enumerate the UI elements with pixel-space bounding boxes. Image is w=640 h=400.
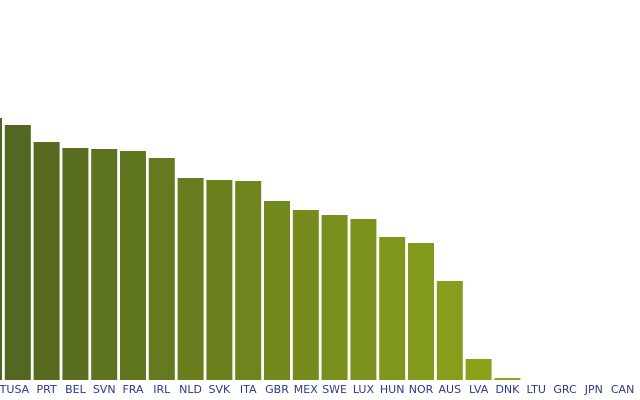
- x-tick-label: ITA: [240, 383, 257, 396]
- x-tick-label: IRL: [153, 383, 171, 396]
- bar: [321, 215, 348, 380]
- bar: [465, 359, 492, 380]
- x-tick-label: LUX: [353, 383, 375, 396]
- x-tick-label: FRA: [122, 383, 144, 396]
- x-tick-label: PRT: [36, 383, 56, 396]
- bar: [148, 158, 175, 380]
- bar: [177, 178, 204, 380]
- x-tick-label: MEX: [294, 383, 318, 396]
- bar: [494, 378, 521, 380]
- x-tick-label: SWE: [322, 383, 347, 396]
- x-tick-label: AUS: [439, 383, 462, 396]
- x-tick-label: NOR: [409, 383, 434, 396]
- x-tick-label: USA: [6, 383, 29, 396]
- bar: [0, 118, 2, 380]
- bar: [292, 210, 319, 380]
- bar: [408, 243, 434, 380]
- bar: [4, 125, 31, 380]
- x-tick-label: T: [0, 383, 7, 396]
- x-tick-label: GRC: [553, 383, 577, 396]
- bar: [350, 219, 377, 380]
- bar: [33, 142, 60, 380]
- bar: [91, 149, 118, 380]
- bar: [379, 237, 406, 380]
- x-tick-label: LVA: [469, 383, 489, 396]
- bar: [235, 181, 262, 380]
- x-tick-label: DNK: [495, 383, 520, 396]
- x-tick-label: HUN: [380, 383, 405, 396]
- x-tick-label: CAN: [611, 383, 634, 396]
- x-tick-label: BEL: [65, 383, 86, 396]
- x-tick-label: SVN: [93, 383, 116, 396]
- x-tick-label: SVK: [209, 383, 232, 396]
- x-tick-label: LTU: [527, 383, 546, 396]
- x-tick-label: NLD: [179, 383, 202, 396]
- bar: [120, 151, 146, 380]
- x-tick-label: GBR: [265, 383, 289, 396]
- x-tick-label: JPN: [584, 383, 603, 396]
- bar: [206, 180, 233, 380]
- bar: [436, 281, 463, 380]
- bar: [264, 201, 290, 380]
- bar: [62, 148, 89, 380]
